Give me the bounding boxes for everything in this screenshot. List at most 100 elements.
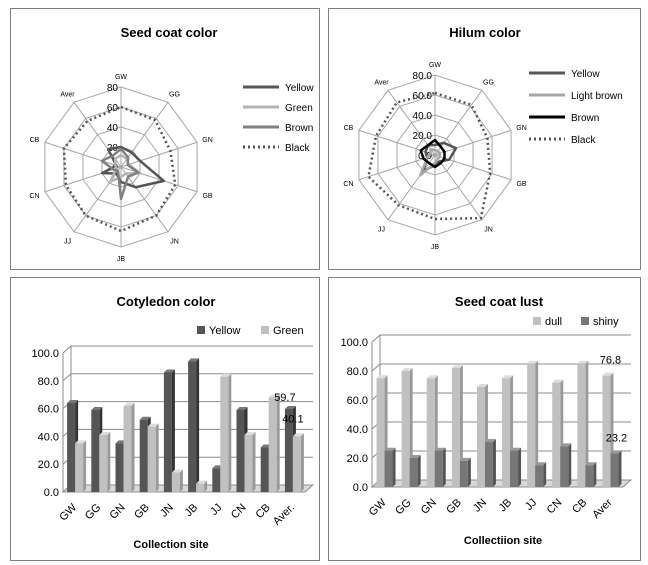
legend-swatch-dull xyxy=(533,317,541,325)
bar-yellow-gn xyxy=(115,443,124,492)
bar-dull-cn xyxy=(552,382,561,487)
bar-side xyxy=(300,433,304,492)
axis-label-cn: CN xyxy=(343,181,353,188)
seed-coat-lust-svg: Seed coat lust 0.0 20.0 40.0 60.0 80.0 100.0 GW… xyxy=(340,294,633,547)
bar-top xyxy=(610,450,622,454)
legend-label-yellow: Yellow xyxy=(209,325,240,337)
x-tick-label-cn: CN xyxy=(545,497,565,517)
x-tick-label-jn: JN xyxy=(471,497,489,515)
bar-green-jj xyxy=(220,376,229,492)
bar-side xyxy=(204,480,208,492)
bar-top xyxy=(535,462,547,466)
axis-label-gw: GW xyxy=(115,74,127,81)
bar-top xyxy=(163,369,175,373)
bar-shiny-gn xyxy=(434,450,443,487)
bar-side xyxy=(171,369,175,492)
x-tick-label-cb: CB xyxy=(570,497,589,516)
y-tick-label: 20.0 xyxy=(347,453,368,465)
bar-shiny-gb xyxy=(459,460,468,487)
bar-top xyxy=(426,375,438,379)
bar-top xyxy=(552,379,564,383)
axis-label-jb: JB xyxy=(431,244,440,251)
seed-coat-color-svg: Seed coat colorGWGGGNGBJNJBJJCNCBAver020… xyxy=(29,25,314,263)
x-axis-label: Collection site xyxy=(133,539,208,551)
cotyledon-color-svg: Cotyledon color 0.0 20.0 40.0 60.0 80.0 100.0 G… xyxy=(31,294,315,551)
axis-label-gb: GB xyxy=(516,181,526,188)
bar-side xyxy=(417,455,421,487)
bar-yellow-jb xyxy=(188,361,197,492)
tick-label-3: 60 xyxy=(107,103,119,114)
axis-spoke xyxy=(44,141,122,168)
bar-yellow-gb xyxy=(139,419,148,492)
bar-side xyxy=(618,450,622,487)
x-tick-label-gb: GB xyxy=(132,502,152,522)
y-tick-label: 0.0 xyxy=(353,482,368,494)
bar-shiny-jj xyxy=(535,465,544,487)
data-label: 23.2 xyxy=(606,432,627,444)
bar-side xyxy=(252,432,256,492)
bar-yellow-gw xyxy=(67,403,76,492)
bar-top xyxy=(502,375,514,379)
bar-side xyxy=(518,447,522,487)
chart-title: Hilum color xyxy=(449,25,521,40)
x-tick-label-cb: CB xyxy=(254,502,273,521)
axis-spoke xyxy=(120,141,198,168)
chart-title: Seed coat color xyxy=(121,25,218,40)
bar-side xyxy=(442,447,446,487)
y-tick-label: 100.0 xyxy=(340,337,368,349)
legend-label-green: Green xyxy=(273,325,304,337)
x-tick-label-gn: GN xyxy=(107,502,127,522)
bar-top xyxy=(476,383,488,387)
axis-label-gg: GG xyxy=(169,91,180,98)
axis-spoke xyxy=(434,89,483,156)
y-tick-label: 60.0 xyxy=(347,395,368,407)
bar-green-gg xyxy=(99,435,108,492)
chart-title: Cotyledon color xyxy=(117,294,216,309)
bar-dull-gn xyxy=(426,378,435,487)
bar-shiny-cb xyxy=(585,465,594,487)
bar-shiny-aver xyxy=(610,453,619,487)
bar-green-gn xyxy=(123,405,132,492)
tick-label-3: 60.0 xyxy=(413,91,433,102)
bar-green-gb xyxy=(147,426,156,492)
y-tick-label: 40.0 xyxy=(347,424,368,436)
axis-label-cb: CB xyxy=(344,125,354,132)
axis-label-jb: JB xyxy=(117,256,126,263)
axis-spoke xyxy=(120,166,198,193)
axis-label-jj: JJ xyxy=(64,239,71,246)
bar-dull-jb xyxy=(502,378,511,487)
x-tick-label-jb: JB xyxy=(497,497,515,515)
bar-top xyxy=(560,443,572,447)
bar-side xyxy=(131,402,135,492)
x-tick-label-gn: GN xyxy=(419,497,439,517)
bar-side xyxy=(83,440,87,492)
axis-spoke xyxy=(387,89,436,156)
bar-top xyxy=(459,457,471,461)
bar-green-jb xyxy=(196,483,205,492)
bar-side xyxy=(155,423,159,492)
axis-label-gg: GG xyxy=(483,79,494,86)
bar-top xyxy=(434,447,446,451)
series-light-brown xyxy=(419,148,442,177)
bar-yellow-aver xyxy=(284,409,293,492)
bar-shiny-jn xyxy=(484,442,493,487)
bar-side xyxy=(593,462,597,487)
y-tick-label: 0.0 xyxy=(44,487,59,499)
legend-label-black: Black xyxy=(571,135,596,146)
y-tick-label: 100.0 xyxy=(31,348,59,360)
chart-title: Seed coat lust xyxy=(455,294,544,309)
bar-top xyxy=(292,433,304,437)
bar-shiny-cn xyxy=(560,446,569,487)
axis-label-gn: GN xyxy=(516,125,527,132)
bar-dull-jj xyxy=(527,363,536,487)
bar-top xyxy=(171,469,183,473)
cotyledon-color-chart: Cotyledon color 0.0 20.0 40.0 60.0 80.0 100.0 G… xyxy=(10,277,320,561)
bar-shiny-jb xyxy=(510,450,519,487)
bar-top xyxy=(67,400,79,404)
grid-diag xyxy=(371,334,381,343)
bar-top xyxy=(484,439,496,443)
axis-spoke xyxy=(387,154,436,221)
bar-top xyxy=(376,375,388,379)
bar-yellow-cn xyxy=(236,409,245,492)
bar-top xyxy=(602,372,614,376)
